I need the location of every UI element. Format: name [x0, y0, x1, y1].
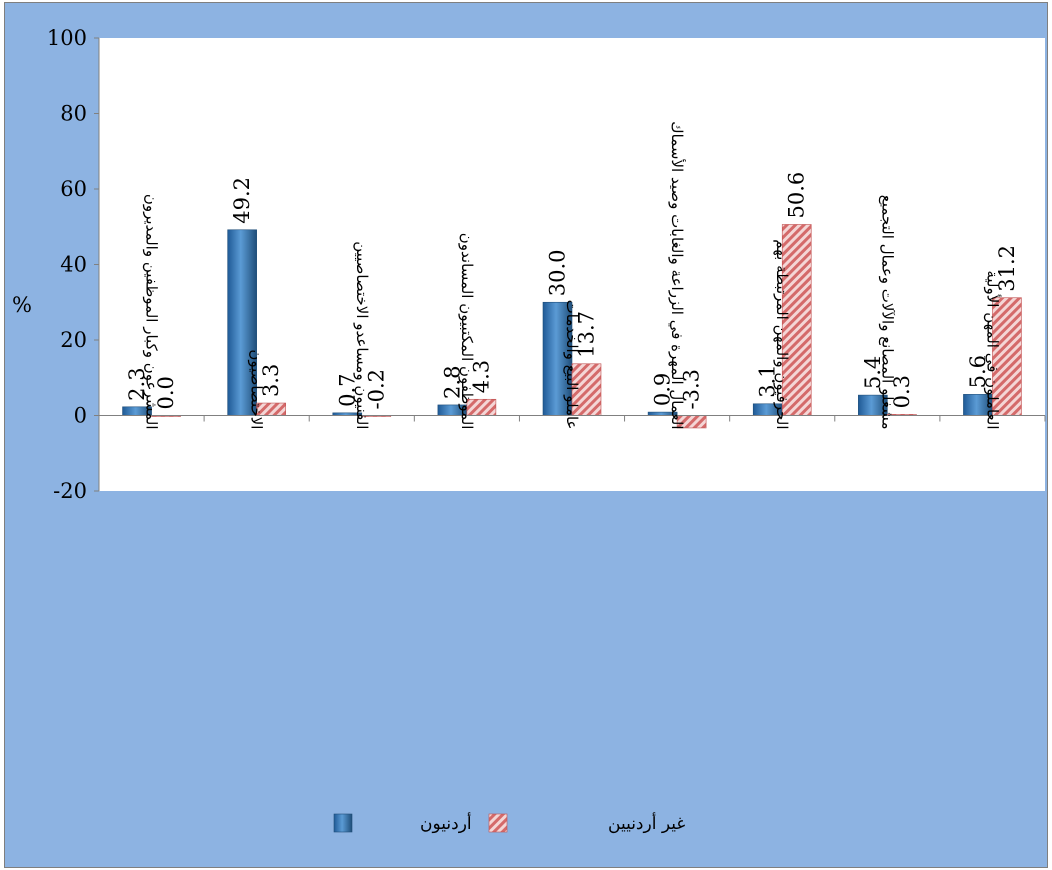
legend: أردنيون غير أردنيين: [333, 812, 685, 834]
x-category-label: المشرعون وكبار الموظفين والمديرون: [143, 194, 161, 430]
data-label: 0.3: [890, 375, 914, 408]
data-label: 0.9: [651, 373, 675, 406]
data-label: 0.7: [335, 373, 359, 406]
legend-label-non-jordanians: غير أردنيين: [608, 812, 685, 834]
y-tick-label: 60: [60, 177, 87, 201]
data-label: 3.3: [259, 364, 283, 397]
x-category-label: الاختصاصيون: [248, 349, 266, 429]
y-tick-label: 0: [74, 404, 87, 428]
axes-layer: 100 80 60 40 20 0 -20: [47, 26, 1046, 503]
bar-non-jordanians: [992, 297, 1022, 416]
x-category-label: الموظفون المكتبيون المساندون: [458, 233, 476, 430]
legend-label-jordanians: أردنيون: [420, 812, 472, 834]
data-label: 3.1: [756, 364, 780, 397]
data-label: 0.0: [154, 376, 178, 409]
data-label: 4.3: [469, 360, 493, 393]
y-tick-label: 80: [60, 102, 87, 126]
data-label: 5.6: [966, 355, 990, 388]
bars-layer: [122, 224, 1022, 429]
data-label: -3.3: [680, 369, 704, 410]
data-label: 2.3: [125, 367, 149, 400]
data-label: 50.6: [785, 172, 809, 219]
data-label: 2.8: [440, 366, 464, 399]
x-category-label: الحرفيون والمهن المرتبطة بهم: [773, 239, 791, 429]
y-tick-label: 20: [60, 328, 87, 352]
data-label: 31.2: [995, 245, 1019, 292]
x-category-label: الفنيون ومساعدو الاختصاصيين: [353, 241, 371, 429]
x-category-label: مشغلو المصانع والآلات وعمال التجميع: [878, 195, 896, 430]
legend-swatch-non-jordanians: [488, 813, 508, 833]
data-label: 5.4: [861, 356, 885, 389]
x-category-label: العمال المهرة في الزراعة والغابات وصيد ا…: [668, 121, 686, 429]
data-label: -0.2: [364, 369, 388, 410]
y-tick-label: 100: [47, 26, 87, 50]
x-category-label: عاملو البيع والخدمات: [563, 300, 581, 430]
y-axis-label: %: [12, 293, 32, 317]
x-category-label: العاملون في المهن الأولية: [983, 270, 1001, 429]
bar-non-jordanians: [781, 224, 812, 416]
y-tick-label: -20: [53, 479, 87, 503]
legend-swatch-jordanians: [333, 813, 353, 833]
y-tick-label: 40: [60, 253, 87, 277]
bar-non-jordanians: [571, 363, 602, 416]
bar-jordanians: [227, 229, 257, 416]
data-label: 30.0: [546, 249, 570, 296]
data-label: 49.2: [230, 177, 254, 224]
data-label: 13.7: [575, 311, 599, 358]
